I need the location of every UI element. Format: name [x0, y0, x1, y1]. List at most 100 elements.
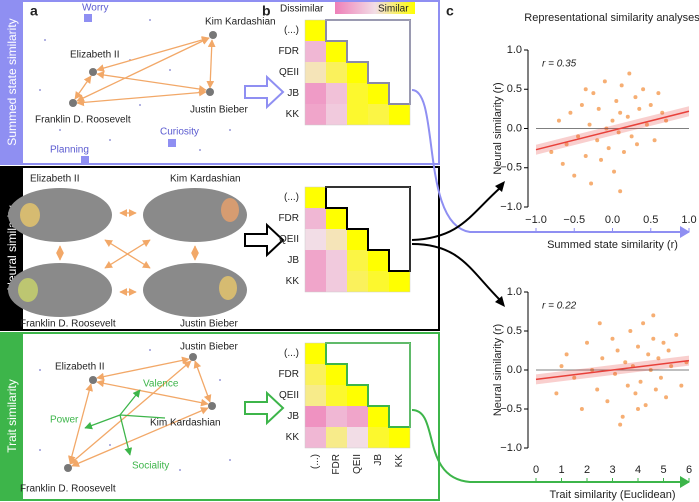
point [669, 364, 674, 369]
y-tick-label: −0.5 [500, 162, 522, 174]
point [591, 91, 596, 96]
point [644, 122, 649, 127]
node-label: Franklin D. Roosevelt [20, 319, 116, 330]
heatmap-cell [326, 83, 347, 104]
colorbar [335, 2, 415, 14]
point [652, 138, 657, 143]
heatmap-cell [326, 271, 347, 292]
point [651, 313, 656, 318]
row-label: (...) [284, 192, 299, 203]
point [602, 79, 607, 84]
x-tick-label: 2 [584, 464, 590, 476]
node-label: Justin Bieber [180, 319, 238, 330]
heatmap-cell [347, 83, 368, 104]
point [634, 142, 639, 147]
point [656, 91, 661, 96]
point [620, 414, 625, 419]
point [625, 114, 630, 119]
row-label: (...) [284, 348, 299, 359]
point [619, 83, 624, 88]
x-tick-label: 1 [558, 464, 564, 476]
heatmap-cell [326, 208, 347, 229]
dimension-label: Sociality [132, 461, 169, 472]
point [615, 348, 620, 353]
point [587, 122, 592, 127]
side-strip [1, 1, 23, 164]
column-label: FDR [331, 454, 342, 475]
heatmap-cell [305, 41, 326, 62]
heatmap-cell [305, 83, 326, 104]
connector [495, 181, 505, 307]
point [610, 118, 615, 123]
heatmap-cell [326, 62, 347, 83]
x-tick-label: 4 [635, 464, 641, 476]
point [606, 146, 611, 151]
point [656, 356, 661, 361]
point [641, 87, 646, 92]
annotation: r = 0.22 [542, 301, 577, 312]
node-label: Justin Bieber [190, 105, 248, 116]
heatmap-cell [347, 406, 368, 427]
connector [411, 89, 688, 233]
heatmap-cell [305, 208, 326, 229]
node-label: Kim Kardashian [170, 174, 241, 185]
heatmap-cell [326, 427, 347, 448]
point [600, 356, 605, 361]
row-label: JB [287, 255, 299, 266]
point [589, 181, 594, 186]
row-label: Summed state similarity [5, 18, 19, 145]
state-label: Worry [82, 3, 108, 14]
x-tick-label: −1.0 [525, 214, 547, 226]
point [679, 383, 684, 388]
point [636, 344, 640, 349]
x-tick-label: 1.0 [681, 214, 696, 226]
heatmap-cell [305, 187, 326, 208]
heatmap-cell [305, 406, 326, 427]
column-label: KK [394, 454, 405, 468]
node-label: Elizabeth II [55, 362, 104, 373]
connector [411, 243, 501, 301]
state-label: Planning [50, 145, 89, 156]
point [658, 375, 663, 380]
heatmap-cell [389, 427, 410, 448]
column-label: (...) [310, 454, 321, 469]
heatmap-cell [368, 250, 389, 271]
x-tick-label: 6 [686, 464, 692, 476]
y-axis-label: Neural similarity (r) [492, 82, 504, 174]
heatmap-cell [305, 364, 326, 385]
heatmap-cell [347, 62, 368, 83]
point [618, 422, 623, 427]
heatmap-cell [305, 343, 326, 364]
point [637, 106, 642, 111]
connector [411, 187, 501, 241]
heatmap-cell [326, 250, 347, 271]
row-label: FDR [278, 369, 299, 380]
point [612, 169, 617, 174]
fit-line [535, 110, 690, 151]
node-label: Justin Bieber [180, 342, 238, 353]
point [554, 391, 559, 396]
point [610, 336, 615, 341]
node-label: Elizabeth II [30, 174, 79, 185]
point [595, 138, 600, 143]
heatmap-cell [347, 427, 368, 448]
point [605, 399, 610, 404]
fit-line [535, 359, 690, 381]
heatmap-cell [305, 62, 326, 83]
heatmap-frame [304, 342, 411, 449]
y-tick-label: −0.5 [500, 403, 522, 415]
heatmap-cell [305, 385, 326, 406]
state-label: Curiosity [160, 127, 199, 138]
node-label: Elizabeth II [70, 50, 119, 61]
arrow [244, 390, 285, 426]
heatmap-cell [347, 229, 368, 250]
point [583, 153, 588, 158]
point [583, 87, 588, 92]
row-label: KK [286, 276, 300, 287]
arrow [244, 74, 285, 110]
heatmap-cell [368, 271, 389, 292]
y-tick-label: 1.0 [507, 286, 522, 298]
heatmap-cell [305, 250, 326, 271]
y-tick-label: 0.0 [507, 122, 522, 134]
